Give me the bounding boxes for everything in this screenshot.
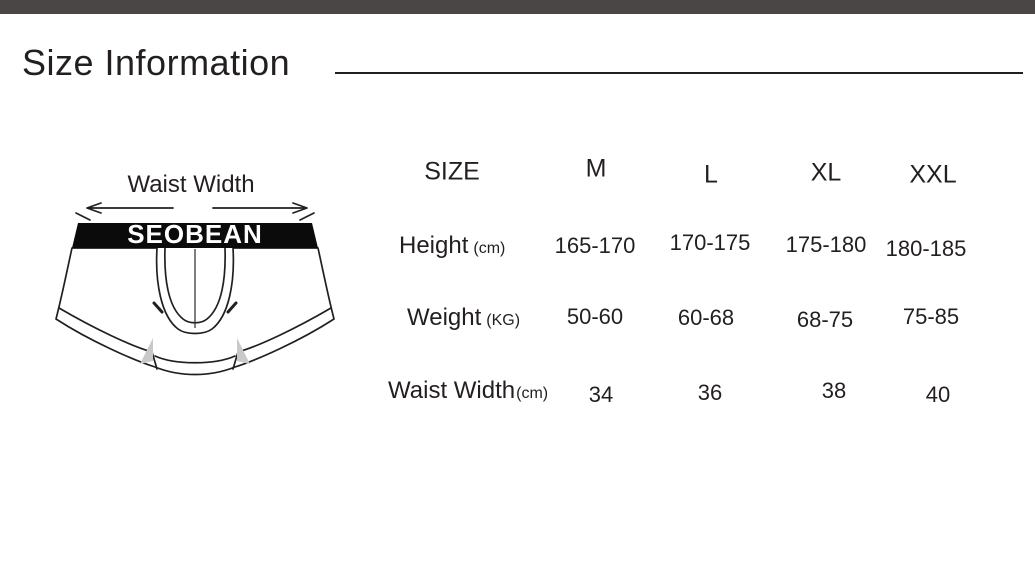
waist-value-l: 36 [697,380,723,405]
leg-trim-right [237,307,332,353]
height-value-m: 165-170 [554,233,636,258]
shade-triangle-left [140,338,153,364]
weight-value-xxl: 75-85 [902,304,960,329]
side-stitch-left [152,301,164,314]
waist-width-arrows [86,202,308,214]
weight-value-l: 60-68 [677,305,735,330]
title-underline [335,72,1023,74]
row-label-weight: Weight (KG) [407,304,520,332]
page-title: Size Information [22,42,291,83]
waist-value-xxl: 40 [925,382,951,407]
brand-text: SEOBEAN [127,219,263,249]
height-value-xxl: 180-185 [885,236,967,261]
row-label-height: Height (cm) [399,232,505,260]
top-accent-bar [0,0,1035,14]
waist-value-m: 34 [588,382,614,407]
underwear-figure: SEOBEAN [55,212,335,376]
row-label-height-text: Height [399,232,469,259]
leg-trim-left [58,307,153,353]
waist-width-figure-label: Waist Width [127,171,255,198]
waistband [72,223,318,248]
column-header-xxl: XXL [909,160,957,189]
row-unit-height: (cm) [473,240,506,257]
crease-mark-left [75,212,91,221]
height-value-l: 170-175 [669,230,751,255]
column-header-m: M [585,154,607,183]
row-unit-waist-width: (cm) [516,385,549,402]
side-stitch-right [226,301,238,314]
row-unit-weight: (KG) [486,312,521,329]
arrow-right-icon [212,202,308,214]
column-header-l: L [704,160,718,189]
height-value-xl: 175-180 [785,232,867,257]
waist-value-xl: 38 [821,378,847,403]
row-label-waist-width-text: Waist Width [388,377,516,404]
row-label-waist-width: Waist Width(cm) [388,377,548,405]
column-header-size: SIZE [424,157,480,186]
crotch-hem [154,355,236,364]
arrow-left-icon [86,202,174,214]
shade-triangle-right [237,338,250,364]
column-header-xl: XL [810,158,842,187]
weight-value-m: 50-60 [566,304,624,329]
row-label-weight-text: Weight [407,304,482,331]
weight-value-xl: 68-75 [796,307,854,332]
crease-mark-right [299,212,315,221]
